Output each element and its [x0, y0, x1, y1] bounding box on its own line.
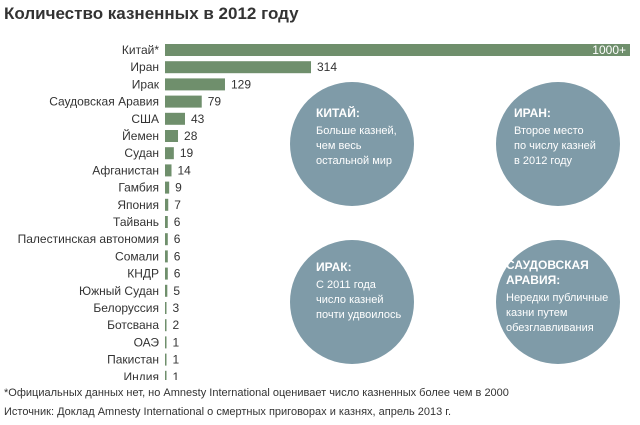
callout-line: Нередки публичные [506, 292, 609, 304]
category-label-9: Гамбия [118, 181, 159, 195]
bar-5 [165, 112, 185, 125]
bar-11 [165, 216, 168, 228]
category-label-18: ОАЭ [134, 335, 160, 349]
bar-7 [165, 147, 174, 160]
bar-16 [165, 302, 167, 314]
bar-17 [165, 319, 167, 332]
callout-line: остальной мир [316, 155, 393, 167]
callout-iran: ИРАН: Второе место по числу казней в 201… [496, 82, 620, 206]
value-label-14: 6 [174, 267, 181, 281]
bar-10 [165, 198, 169, 211]
bar-9 [165, 181, 170, 194]
value-label-20: 1 [173, 370, 180, 380]
category-label-10: Япония [117, 198, 159, 212]
category-label-1: Китай* [122, 43, 159, 57]
value-label-16: 3 [173, 301, 180, 315]
value-label-18: 1 [173, 335, 180, 349]
callout-line: число казней [316, 294, 384, 306]
category-label-15: Южный Судан [79, 284, 159, 298]
category-label-16: Белоруссия [93, 301, 159, 315]
category-label-2: Иран [130, 60, 159, 74]
callout-title-line: АРАВИЯ: [506, 273, 561, 287]
callout-iran-text: Второе место по числу казней в 2012 году [514, 124, 610, 169]
value-label-1: 1000+ [592, 43, 626, 57]
category-label-14: КНДР [127, 267, 159, 281]
value-label-10: 7 [174, 198, 181, 212]
callout-saudi-text: Нередки публичные казни путем обезглавли… [506, 291, 612, 336]
value-label-11: 6 [174, 215, 181, 229]
value-label-3: 129 [231, 77, 251, 91]
callout-line: обезглавливания [506, 322, 594, 334]
value-label-2: 314 [317, 60, 337, 74]
value-label-12: 6 [174, 232, 181, 246]
callout-line: по числу казней [514, 140, 596, 152]
value-label-4: 79 [208, 95, 222, 109]
category-label-8: Афганистан [92, 163, 159, 177]
callout-iraq-text: С 2011 года число казней почти удвоилось [316, 278, 404, 323]
callout-line: Второе место [514, 125, 584, 137]
value-label-13: 6 [174, 249, 181, 263]
callout-line: казни путем [506, 307, 568, 319]
source-note: Источник: Доклад Amnesty International о… [4, 406, 452, 418]
value-label-5: 43 [191, 112, 205, 126]
callout-line: почти удвоилось [316, 309, 402, 321]
value-label-7: 19 [180, 146, 194, 160]
callout-iraq-title: ИРАК: [316, 260, 352, 274]
callout-line: Больше казней, [316, 125, 397, 137]
category-label-3: Ирак [132, 77, 160, 91]
callout-china-text: Больше казней, чем весь остальной мир [316, 124, 404, 169]
bar-20 [165, 370, 167, 380]
bar-6 [165, 130, 179, 142]
callout-title-line: САУДОВСКАЯ [506, 258, 589, 272]
callout-iraq: ИРАК: С 2011 года число казней почти удв… [290, 240, 414, 364]
chart-title: Количество казненных в 2012 году [4, 4, 299, 23]
bar-18 [165, 336, 167, 349]
bar-4 [165, 95, 202, 108]
category-label-7: Судан [124, 146, 159, 160]
value-label-8: 14 [178, 163, 192, 177]
bar-13 [165, 250, 168, 263]
value-label-6: 28 [184, 129, 198, 143]
callout-line: чем весь [316, 140, 362, 152]
value-label-19: 1 [173, 353, 180, 367]
callout-china: КИТАЙ: Больше казней, чем весь остальной… [290, 82, 414, 206]
callout-iran-title: ИРАН: [514, 106, 551, 120]
category-label-4: Саудовская Аравия [49, 95, 159, 109]
bar-1 [165, 44, 630, 56]
value-label-9: 9 [175, 181, 182, 195]
callout-line: в 2012 году [514, 155, 572, 167]
category-label-13: Сомали [115, 249, 159, 263]
callout-line: С 2011 года [316, 279, 376, 291]
bar-12 [165, 233, 168, 246]
callout-china-title: КИТАЙ: [316, 106, 360, 120]
bar-2 [165, 61, 312, 74]
category-label-17: Ботсвана [107, 318, 159, 332]
bar-14 [165, 267, 168, 280]
category-label-11: Тайвань [113, 215, 159, 229]
value-label-17: 2 [173, 318, 180, 332]
bar-3 [165, 78, 225, 91]
value-label-15: 5 [173, 284, 180, 298]
footnote: *Официальных данных нет, но Amnesty Inte… [4, 387, 509, 399]
category-label-12: Палестинская автономия [18, 232, 159, 246]
bar-15 [165, 284, 168, 297]
callout-saudi-arabia: САУДОВСКАЯ АРАВИЯ: Нередки публичные каз… [496, 240, 620, 364]
callout-saudi-title: САУДОВСКАЯ АРАВИЯ: [506, 258, 612, 288]
category-label-6: Йемен [122, 128, 159, 143]
category-label-19: Пакистан [107, 353, 159, 367]
category-label-5: США [131, 112, 159, 126]
bar-19 [165, 353, 167, 366]
category-label-20: Индия [124, 370, 159, 380]
bar-8 [165, 164, 172, 177]
